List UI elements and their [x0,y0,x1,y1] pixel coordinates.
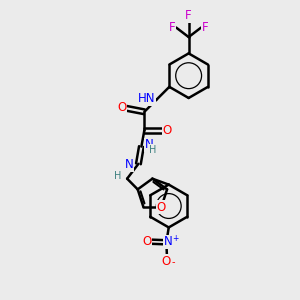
Text: N: N [164,235,172,248]
Text: O: O [162,124,172,137]
Text: O: O [142,235,152,248]
Text: H: H [149,145,156,154]
Text: F: F [201,21,208,34]
Text: -: - [172,256,175,267]
Text: O: O [162,254,171,268]
Text: F: F [185,10,192,22]
Text: F: F [169,21,176,34]
Text: N: N [145,138,154,151]
Text: HN: HN [138,92,155,105]
Text: N: N [125,158,134,171]
Text: O: O [157,201,166,214]
Text: +: + [172,234,178,243]
Text: H: H [114,171,121,181]
Text: O: O [117,101,126,114]
